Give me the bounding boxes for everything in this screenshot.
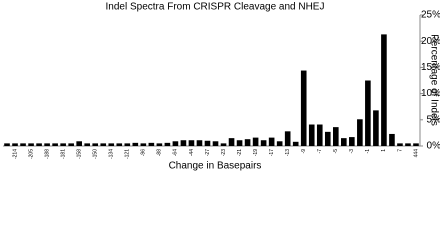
x-tick-label: -181 bbox=[60, 149, 66, 159]
bar bbox=[204, 140, 211, 146]
bar bbox=[397, 143, 403, 146]
x-tick-label: -19 bbox=[253, 149, 259, 156]
bar bbox=[413, 143, 419, 146]
x-tick-label: -44 bbox=[189, 149, 195, 156]
bar bbox=[268, 137, 275, 146]
bar bbox=[172, 141, 179, 146]
x-tick-label: -158 bbox=[77, 149, 83, 159]
bar bbox=[108, 143, 115, 146]
x-tick-label: -23 bbox=[221, 149, 227, 156]
bar bbox=[44, 143, 50, 146]
bar bbox=[164, 142, 171, 146]
bar bbox=[244, 139, 251, 146]
bar bbox=[332, 127, 339, 146]
x-tick-label: -188 bbox=[44, 149, 50, 159]
x-tick-label: 444 bbox=[413, 149, 419, 158]
bar bbox=[300, 70, 307, 146]
x-tick-label: -27 bbox=[205, 149, 211, 156]
bar bbox=[260, 140, 267, 146]
x-tick-label: -13 bbox=[285, 149, 291, 156]
bar bbox=[316, 124, 323, 146]
y-tick-label: 25% bbox=[421, 10, 440, 21]
x-tick-label: -7 bbox=[317, 149, 323, 154]
x-tick-label: -150 bbox=[93, 149, 99, 159]
x-tick-label: -5 bbox=[333, 149, 339, 154]
bar bbox=[188, 140, 195, 146]
bar bbox=[236, 140, 243, 146]
bar bbox=[116, 143, 123, 146]
bar bbox=[308, 124, 315, 146]
bar bbox=[196, 140, 203, 146]
bar bbox=[124, 143, 131, 146]
bar bbox=[36, 143, 42, 146]
x-tick-label: -96 bbox=[141, 149, 147, 156]
y-tick-label: 5% bbox=[427, 114, 440, 125]
y-tick-label: 15% bbox=[421, 62, 440, 73]
bar bbox=[381, 34, 387, 146]
bar bbox=[180, 140, 187, 146]
bar bbox=[292, 141, 299, 146]
bar bbox=[284, 131, 291, 146]
bar bbox=[148, 142, 155, 146]
bar bbox=[349, 137, 355, 146]
x-tick-label: -121 bbox=[125, 149, 131, 159]
chart: Indel Spectra From CRISPR Cleavage and N… bbox=[3, 2, 440, 172]
bar bbox=[341, 138, 347, 146]
bar bbox=[252, 137, 259, 146]
x-tick-label: -3 bbox=[349, 149, 355, 154]
x-tick-label: -17 bbox=[269, 149, 275, 156]
y-axis-label: Percentage of Indels bbox=[428, 34, 439, 126]
bar bbox=[68, 143, 74, 146]
bar bbox=[100, 143, 107, 146]
x-tick-label: 7 bbox=[397, 149, 403, 152]
bar bbox=[60, 143, 66, 146]
bar bbox=[365, 80, 371, 146]
bar bbox=[92, 143, 99, 146]
bar bbox=[373, 110, 379, 146]
bar bbox=[357, 119, 363, 146]
bar bbox=[156, 143, 163, 146]
bar bbox=[52, 143, 58, 146]
x-tick-label: -214 bbox=[12, 149, 18, 159]
bar bbox=[212, 141, 219, 146]
bar bbox=[405, 143, 411, 146]
bar bbox=[228, 138, 235, 146]
bar bbox=[220, 143, 227, 146]
x-tick-label: -205 bbox=[28, 149, 34, 159]
bar bbox=[84, 143, 91, 146]
bar bbox=[76, 141, 82, 146]
bar bbox=[389, 133, 395, 146]
bar bbox=[132, 142, 139, 146]
x-tick-label: -9 bbox=[301, 149, 307, 154]
chart-title: Indel Spectra From CRISPR Cleavage and N… bbox=[106, 2, 325, 13]
bar bbox=[20, 143, 26, 146]
y-tick-label: 10% bbox=[421, 88, 440, 99]
x-tick-label: -1 bbox=[365, 149, 371, 154]
y-tick-label: 0% bbox=[427, 141, 440, 152]
x-tick-label: -64 bbox=[173, 149, 179, 156]
x-tick-label: 1 bbox=[381, 149, 387, 152]
x-tick-label: -21 bbox=[237, 149, 243, 156]
x-axis-label: Change in Basepairs bbox=[169, 161, 262, 172]
bar bbox=[12, 143, 18, 146]
bar bbox=[140, 143, 147, 146]
bar bbox=[324, 131, 331, 146]
bar bbox=[28, 143, 34, 146]
bar bbox=[4, 143, 10, 146]
x-tick-label: -88 bbox=[157, 149, 163, 156]
bar bbox=[276, 141, 283, 146]
y-tick-label: 20% bbox=[421, 36, 440, 47]
x-tick-label: -134 bbox=[109, 149, 115, 159]
